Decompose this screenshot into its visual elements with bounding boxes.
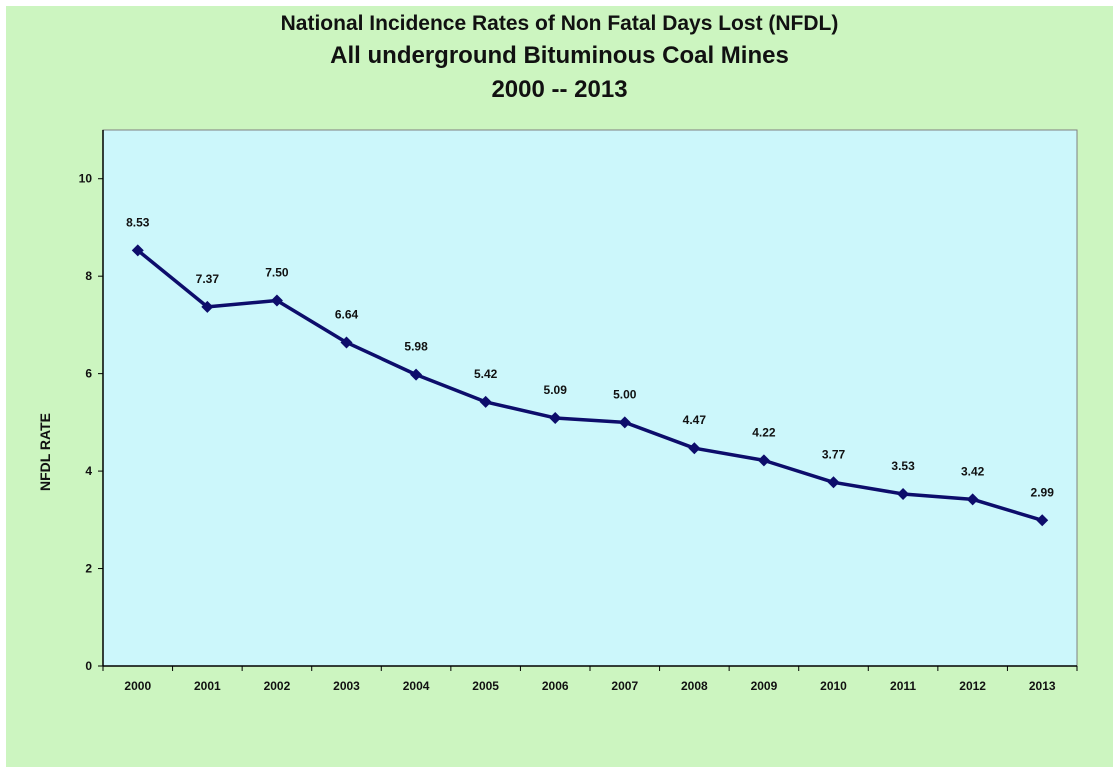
data-label-2012: 3.42 xyxy=(961,464,985,478)
data-labels: 8.53 7.37 7.50 6.64 5.98 5.42 5.09 5.00 4.47 4.22… xyxy=(126,215,1054,499)
data-point-2005 xyxy=(479,395,492,408)
data-label-2007: 5.00 xyxy=(613,387,637,401)
data-label-2003: 6.64 xyxy=(335,307,359,321)
chart-title: National Incidence Rates of Non Fatal Da… xyxy=(280,12,839,35)
x-tick-label-2007: 2007 xyxy=(611,679,638,693)
y-tick-label: 0 xyxy=(85,659,92,673)
data-point-2006 xyxy=(549,411,562,424)
y-tick-label: 8 xyxy=(85,269,92,283)
data-label-2010: 3.77 xyxy=(822,447,846,461)
data-label-2002: 7.50 xyxy=(265,266,289,280)
data-label-2001: 7.37 xyxy=(196,272,220,286)
y-axis-title: NFDL RATE xyxy=(37,413,53,491)
data-label-2006: 5.09 xyxy=(544,383,568,397)
plot-area xyxy=(102,129,1078,667)
x-tick-label-2000: 2000 xyxy=(124,679,151,693)
data-point-2013 xyxy=(1036,514,1049,527)
data-label-2009: 4.22 xyxy=(752,425,776,439)
x-tick-label-2006: 2006 xyxy=(542,679,569,693)
data-point-2007 xyxy=(618,416,631,429)
chart-subtitle: All underground Bituminous Coal Mines xyxy=(330,42,789,69)
y-tick-label: 2 xyxy=(85,562,92,576)
data-point-2001 xyxy=(201,300,214,313)
series-line xyxy=(136,248,1043,522)
data-point-2012 xyxy=(966,493,979,506)
y-tick-label: 10 xyxy=(79,172,93,186)
data-point-2008 xyxy=(688,442,701,455)
data-point-2009 xyxy=(757,454,770,467)
x-tick-label-2010: 2010 xyxy=(820,679,847,693)
data-label-2004: 5.98 xyxy=(404,340,428,354)
data-label-2005: 5.42 xyxy=(474,367,498,381)
data-point-2003 xyxy=(340,336,353,349)
data-point-2002 xyxy=(270,294,283,307)
chart-subtitle-years: 2000 -- 2013 xyxy=(491,76,628,103)
x-tick-label-2003: 2003 xyxy=(333,679,360,693)
data-label-2008: 4.47 xyxy=(683,413,707,427)
x-tick-label-2001: 2001 xyxy=(194,679,221,693)
data-label-2011: 3.53 xyxy=(891,459,915,473)
data-label-2013: 2.99 xyxy=(1031,485,1055,499)
data-point-2010 xyxy=(827,476,840,489)
series-nfdl xyxy=(131,244,1049,527)
x-tick-label-2004: 2004 xyxy=(403,679,430,693)
x-tick-label-2005: 2005 xyxy=(472,679,499,693)
y-tick-label: 4 xyxy=(85,464,92,478)
y-tick-label: 6 xyxy=(85,367,92,381)
x-tick-label-2011: 2011 xyxy=(890,679,916,693)
data-point-2004 xyxy=(410,368,423,381)
data-point-2011 xyxy=(897,487,910,500)
x-tick-label-2002: 2002 xyxy=(264,679,291,693)
x-tick-label-2009: 2009 xyxy=(751,679,778,693)
data-point-2000 xyxy=(131,244,144,257)
x-tick-label-2012: 2012 xyxy=(959,679,986,693)
x-tick-label-2013: 2013 xyxy=(1029,679,1056,693)
x-tick-label-2008: 2008 xyxy=(681,679,708,693)
axes: 0 2 4 6 8 10 2000 2001 2002 2003 2004 2005 2006 2007 2… xyxy=(79,130,1078,693)
data-label-2000: 8.53 xyxy=(126,215,150,229)
